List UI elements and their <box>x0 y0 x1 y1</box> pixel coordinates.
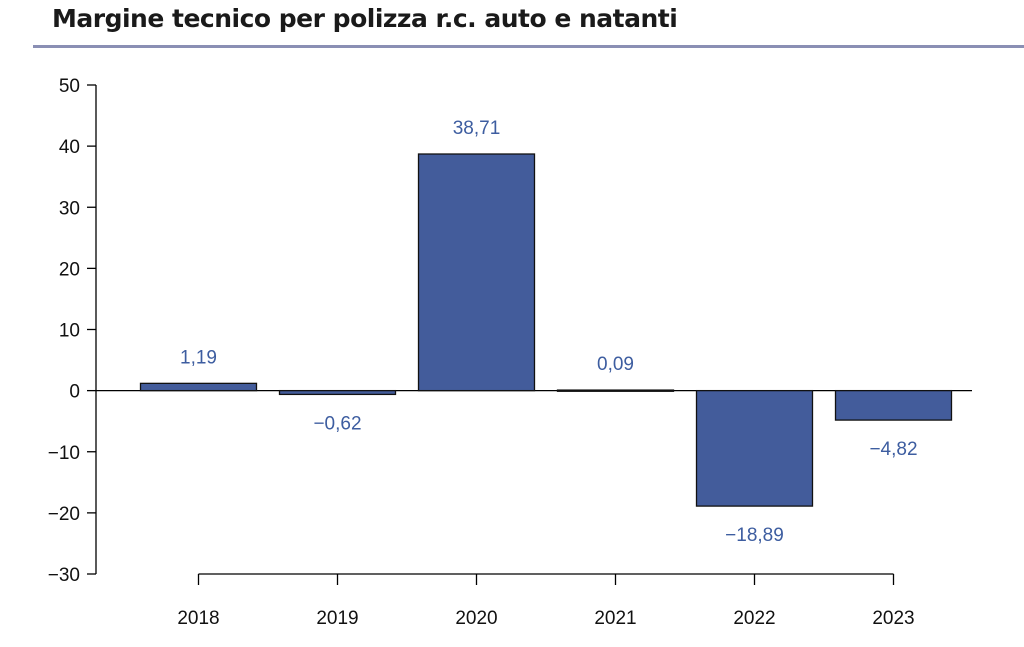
data-label: 1,19 <box>180 347 217 368</box>
bar <box>834 389 953 421</box>
data-label: 0,09 <box>597 354 634 375</box>
data-label: −4,82 <box>869 439 917 460</box>
x-tick-label: 2021 <box>594 608 636 629</box>
x-tick-label: 2018 <box>177 608 219 629</box>
y-tick-label: 10 <box>59 321 80 342</box>
bar <box>556 389 675 392</box>
y-tick-label: −10 <box>48 443 80 464</box>
x-tick-label: 2023 <box>872 608 914 629</box>
title-underline <box>33 45 1024 48</box>
bar <box>278 389 397 396</box>
y-tick-label: −30 <box>48 565 80 586</box>
x-tick-label: 2020 <box>455 608 497 629</box>
x-tick-label: 2022 <box>733 608 775 629</box>
bar <box>695 389 814 507</box>
y-tick-label: 30 <box>59 198 80 219</box>
y-tick-label: 0 <box>69 382 80 403</box>
x-tick-label: 2019 <box>316 608 358 629</box>
data-label: −0,62 <box>313 413 361 434</box>
y-tick-label: 40 <box>59 137 80 158</box>
bar <box>417 153 536 392</box>
data-label: 38,71 <box>453 118 501 139</box>
data-label: −18,89 <box>725 525 784 546</box>
y-tick-label: −20 <box>48 504 80 525</box>
chart-title: Margine tecnico per polizza r.c. auto e … <box>52 4 678 33</box>
y-tick-label: 50 <box>59 76 80 97</box>
y-tick-label: 20 <box>59 259 80 280</box>
bar <box>139 382 258 392</box>
